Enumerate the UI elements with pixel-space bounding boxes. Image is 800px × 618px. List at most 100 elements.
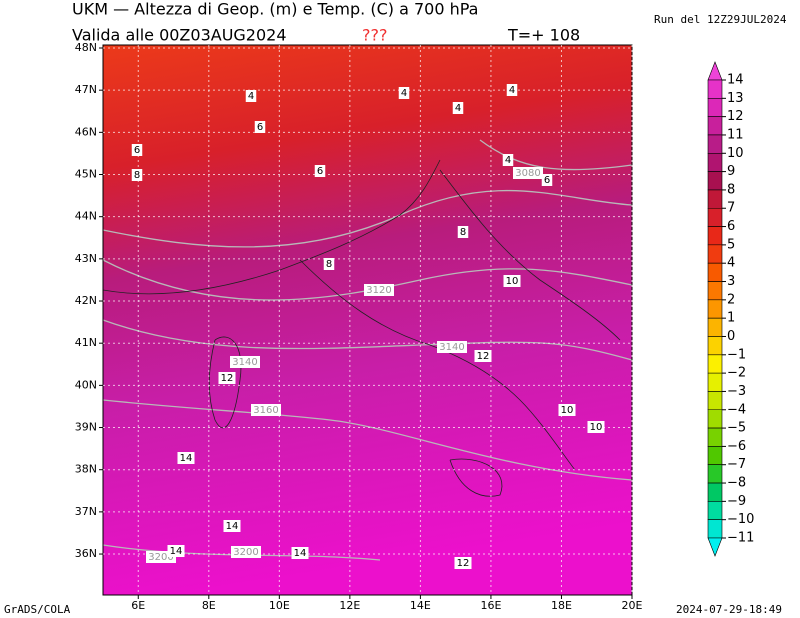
- contour-label: 10: [590, 422, 603, 433]
- lon-label: 6E: [131, 599, 145, 612]
- lat-label: 39N: [75, 421, 97, 434]
- colorbar-label: 4: [727, 256, 735, 271]
- colorbar-swatch: [707, 409, 723, 429]
- footer-right: 2024-07-29-18:49: [676, 603, 782, 616]
- colorbar-label: −8: [727, 476, 746, 491]
- lat-label: 42N: [75, 294, 97, 307]
- colorbar-swatch: [707, 427, 723, 447]
- colorbar-swatch: [707, 61, 723, 81]
- contour-label-bg: [230, 356, 260, 368]
- lat-label: 48N: [75, 41, 97, 54]
- colorbar-swatch: [707, 171, 723, 191]
- contour-label: 10: [506, 276, 519, 287]
- contour-label: 3200: [233, 547, 258, 558]
- colorbar-label: 12: [727, 109, 744, 124]
- contour-label: 12: [477, 351, 490, 362]
- contour-label: 4: [401, 88, 407, 99]
- contour-label-bg: [452, 102, 464, 114]
- colorbar-swatch: [707, 134, 723, 154]
- contour-label-bg: [558, 404, 576, 416]
- contour-label-bg: [245, 90, 257, 102]
- contour-label: 10: [561, 405, 574, 416]
- contour-label-bg: [131, 169, 143, 181]
- colorbar-label: 6: [727, 219, 735, 234]
- lat-label: 38N: [75, 463, 97, 476]
- valid-time: Valida alle 00Z03AUG2024: [72, 26, 287, 45]
- colorbar-label: 14: [727, 73, 744, 88]
- lon-label: 12E: [339, 599, 360, 612]
- colorbar-label: −11: [727, 531, 754, 546]
- contour-label: 3160: [253, 405, 278, 416]
- colorbar-label: 11: [727, 127, 744, 142]
- colorbar-label: 7: [727, 201, 735, 216]
- lat-label: 36N: [75, 547, 97, 560]
- lon-label: 8E: [202, 599, 216, 612]
- run-time: Run del 12Z29JUL2024: [654, 13, 787, 26]
- contour-label: 12: [221, 373, 234, 384]
- colorbar-label: −3: [727, 384, 746, 399]
- contour-label-bg: [291, 547, 309, 559]
- contour-label: 6: [257, 122, 263, 133]
- colorbar-swatch: [707, 299, 723, 319]
- colorbar-swatch: [707, 464, 723, 484]
- contour-label-bg: [502, 154, 514, 166]
- lat-label: 46N: [75, 125, 97, 138]
- contour-label-bg: [457, 226, 469, 238]
- contour-label-bg: [513, 167, 543, 179]
- contour-label: 6: [544, 175, 550, 186]
- contour-label-bg: [474, 350, 492, 362]
- contour-label: 4: [509, 85, 515, 96]
- contour-label-bg: [323, 258, 335, 270]
- colorbar-label: 10: [727, 146, 744, 161]
- colorbar-label: 13: [727, 91, 744, 106]
- colorbar-label: 3: [727, 274, 735, 289]
- contour-label: 3080: [515, 168, 540, 179]
- colorbar-swatch: [707, 501, 723, 520]
- contour-label-bg: [503, 275, 521, 287]
- colorbar-swatch: [707, 537, 723, 557]
- contour-label: 14: [170, 546, 183, 557]
- colorbar-label: 5: [727, 237, 735, 252]
- colorbar-label: −6: [727, 439, 746, 454]
- contour-label: 8: [460, 227, 466, 238]
- colorbar-label: −4: [727, 402, 746, 417]
- contour-label: 4: [505, 155, 511, 166]
- colorbar-swatch: [707, 116, 723, 136]
- temperature-field: [103, 45, 632, 595]
- contour-label-bg: [131, 144, 143, 156]
- lat-label: 44N: [75, 210, 97, 223]
- colorbar-label: 2: [727, 292, 735, 307]
- contour-label: 8: [326, 259, 332, 270]
- unknown-label: ???: [362, 26, 387, 45]
- colorbar-label: 8: [727, 182, 735, 197]
- contour-label: 6: [134, 145, 140, 156]
- contour-label: 6: [317, 166, 323, 177]
- lon-label: 20E: [622, 599, 643, 612]
- contour-label: 3200: [148, 552, 173, 563]
- contour-label-bg: [177, 452, 195, 464]
- colorbar-label: −10: [727, 512, 754, 527]
- lat-label: 45N: [75, 168, 97, 181]
- colorbar-swatch: [707, 244, 723, 264]
- colorbar-label: 9: [727, 164, 735, 179]
- contour-label-bg: [454, 557, 472, 569]
- coastlines: [102, 159, 621, 497]
- contour-label-bg: [251, 404, 281, 416]
- lat-label: 40N: [75, 378, 97, 391]
- contour-label-bg: [218, 372, 236, 384]
- colorbar-swatch: [707, 519, 723, 539]
- contour-label-bg: [398, 87, 410, 99]
- contour-label: 3120: [366, 285, 391, 296]
- colorbar-swatch: [707, 317, 723, 337]
- contour-label: 4: [455, 103, 461, 114]
- lat-label: 47N: [75, 83, 97, 96]
- colorbar-swatch: [707, 281, 723, 301]
- colorbar-swatch: [707, 354, 723, 374]
- colorbar-label: −5: [727, 421, 746, 436]
- contour-label: 8: [134, 170, 140, 181]
- colorbar-label: −9: [727, 494, 746, 509]
- contour-label-bg: [231, 546, 261, 558]
- contour-label-bg: [314, 165, 326, 177]
- colorbar-label: −2: [727, 366, 746, 381]
- lat-label: 41N: [75, 336, 97, 349]
